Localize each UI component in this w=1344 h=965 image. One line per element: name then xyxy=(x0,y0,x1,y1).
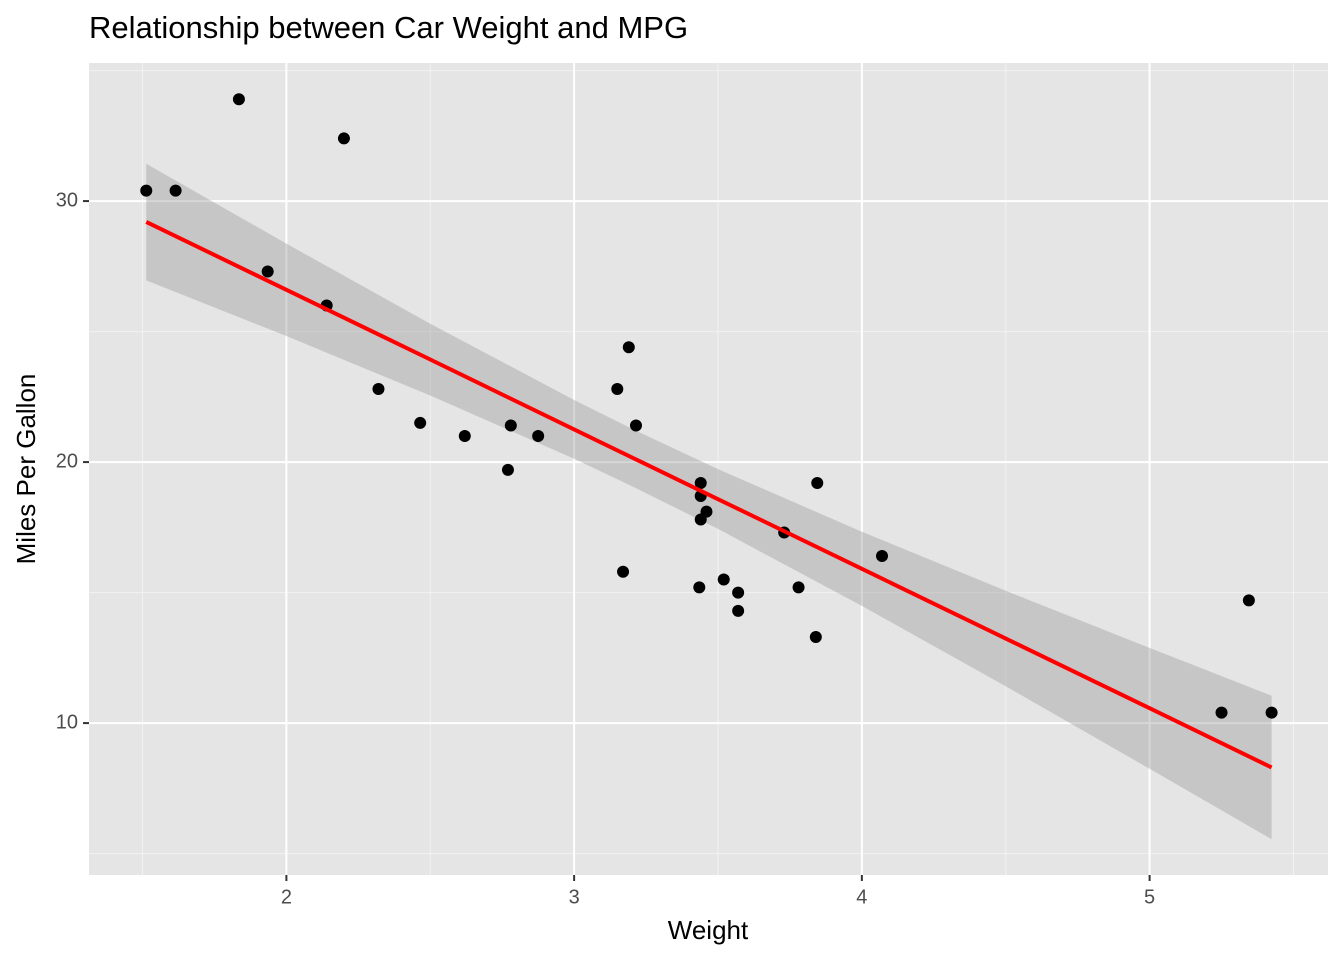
x-tick-label: 5 xyxy=(1144,886,1155,908)
data-point xyxy=(501,463,514,476)
data-point xyxy=(693,581,706,594)
data-point xyxy=(337,132,350,145)
data-point xyxy=(732,604,745,617)
data-point xyxy=(504,419,517,432)
y-axis-label: Miles Per Gallon xyxy=(11,374,41,565)
data-point xyxy=(611,383,624,396)
y-tick-label: 30 xyxy=(56,189,78,211)
x-axis-label: Weight xyxy=(668,915,749,945)
data-point xyxy=(617,565,630,578)
data-point xyxy=(458,429,471,442)
data-point xyxy=(1215,706,1228,719)
data-point xyxy=(232,93,245,106)
regression-line xyxy=(145,220,1273,770)
data-point xyxy=(261,265,274,278)
data-point xyxy=(1265,706,1278,719)
data-point xyxy=(876,550,889,563)
data-point xyxy=(792,581,805,594)
x-tick-label: 4 xyxy=(856,886,867,908)
data-point xyxy=(694,513,707,526)
data-point xyxy=(629,419,642,432)
data-point xyxy=(811,476,824,489)
data-point xyxy=(622,341,635,354)
data-point xyxy=(732,586,745,599)
data-point xyxy=(1242,594,1255,607)
x-tick-label: 3 xyxy=(569,886,580,908)
data-point xyxy=(372,383,385,396)
data-point xyxy=(809,630,822,643)
y-tick-label: 10 xyxy=(56,711,78,733)
data-point xyxy=(169,184,182,197)
y-tick-label: 20 xyxy=(56,450,78,472)
x-tick-label: 2 xyxy=(281,886,292,908)
confidence-band xyxy=(146,163,1272,840)
data-point xyxy=(414,416,427,429)
chart-title: Relationship between Car Weight and MPG xyxy=(89,10,688,45)
data-point xyxy=(140,184,153,197)
data-point xyxy=(532,429,545,442)
data-point xyxy=(694,476,707,489)
plot-background xyxy=(89,63,1328,875)
data-point xyxy=(717,573,730,586)
